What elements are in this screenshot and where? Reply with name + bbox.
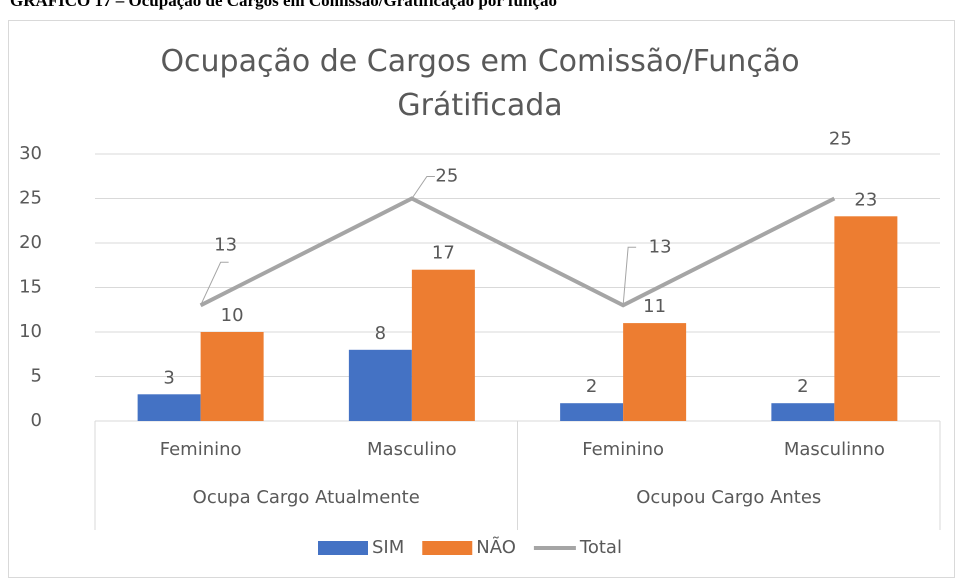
y-tick-label: 15 — [19, 277, 42, 298]
data-label: 11 — [643, 296, 666, 317]
y-tick-label: 10 — [19, 321, 42, 342]
y-tick-label: 0 — [31, 410, 42, 431]
data-label: 10 — [221, 305, 244, 326]
x-tick-label: Feminino — [582, 439, 664, 460]
data-label: 2 — [586, 376, 597, 397]
bar — [137, 394, 201, 421]
bar — [348, 349, 412, 421]
leader-line — [411, 176, 435, 199]
data-label: 3 — [163, 367, 174, 388]
leader-line — [622, 246, 637, 306]
data-label: 2 — [797, 376, 808, 397]
data-label: 17 — [432, 243, 455, 264]
legend-label: NÃO — [476, 536, 516, 558]
bar — [200, 332, 264, 421]
y-tick-label: 30 — [19, 143, 42, 164]
line — [199, 196, 836, 308]
data-label: 23 — [854, 189, 877, 210]
data-label: 25 — [829, 129, 852, 150]
y-tick-label: 5 — [31, 366, 42, 387]
data-label: 13 — [214, 234, 237, 255]
leader-line — [200, 261, 229, 306]
legend-label: SIM — [372, 537, 404, 558]
data-label: 8 — [375, 323, 386, 344]
x-tick-label: Feminino — [160, 439, 242, 460]
bar — [771, 403, 835, 421]
group-label: Ocupou Cargo Antes — [636, 487, 821, 508]
chart-border — [8, 20, 955, 578]
bar — [623, 323, 687, 421]
bar — [560, 403, 624, 421]
data-label: 25 — [435, 166, 458, 187]
y-tick-label: 25 — [19, 188, 42, 209]
legend-swatch — [318, 541, 368, 555]
group-label: Ocupa Cargo Atualmente — [193, 487, 420, 508]
legend-label: Total — [579, 537, 622, 558]
bar — [411, 269, 475, 421]
bar — [834, 216, 898, 421]
data-label: 13 — [649, 236, 672, 257]
x-tick-label: Masculino — [367, 439, 457, 460]
x-tick-label: Masculinno — [784, 439, 885, 460]
chart-title: Ocupação de Cargos em Comissão/Função Gr… — [160, 44, 800, 123]
caption: GRÁFICO 17 – Ocupação de Cargos em Comis… — [10, 0, 557, 10]
y-tick-label: 20 — [19, 232, 42, 253]
legend-swatch — [422, 541, 473, 555]
